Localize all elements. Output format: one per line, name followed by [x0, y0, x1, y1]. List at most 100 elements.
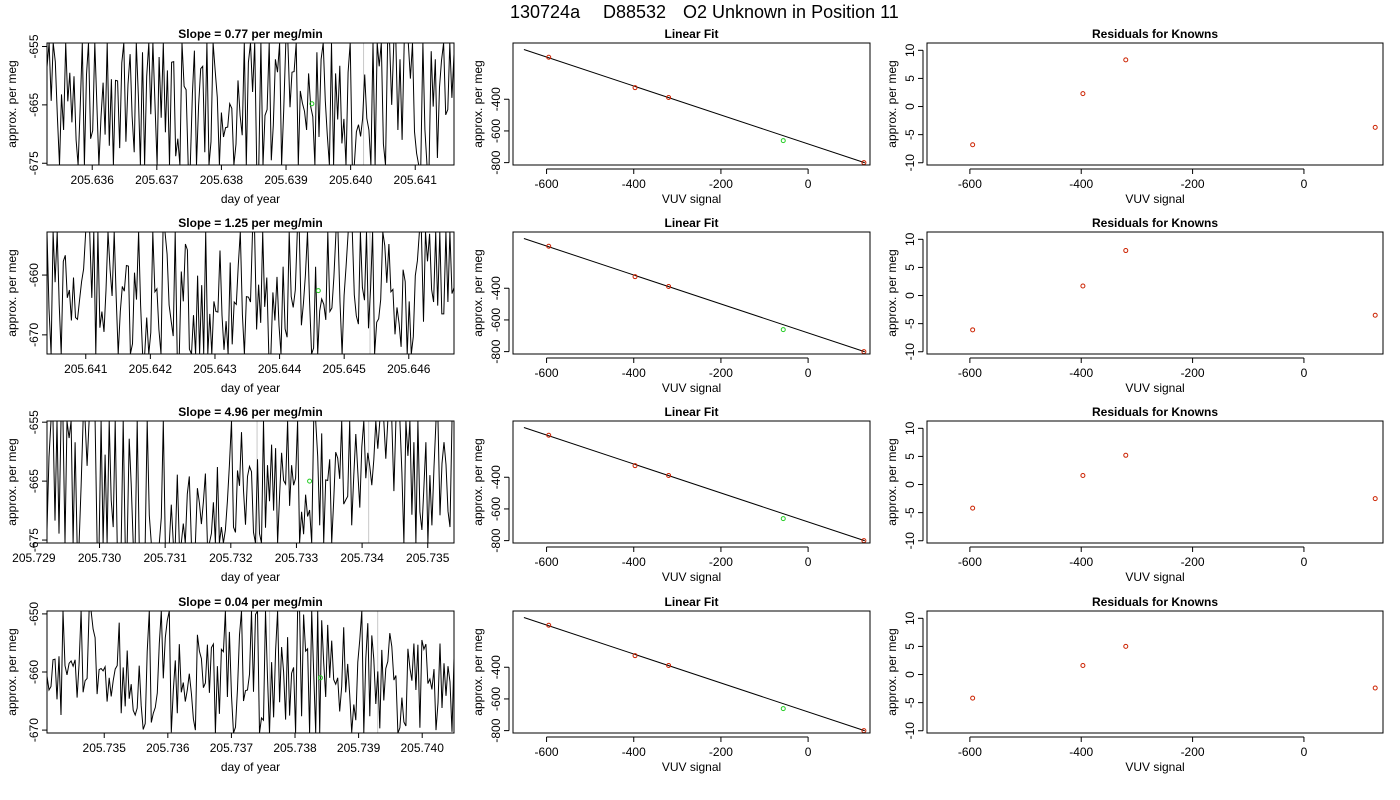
- data-trace: [47, 421, 454, 543]
- x-tick-label: 0: [1301, 177, 1308, 191]
- y-tick-label: -10: [903, 154, 917, 172]
- y-tick-label: -400: [489, 276, 503, 300]
- plot-area: [47, 232, 454, 354]
- x-tick-label: -400: [1069, 555, 1093, 569]
- y-tick-label: 10: [903, 232, 917, 246]
- plot-area: [523, 427, 867, 543]
- known-point: [1080, 283, 1086, 289]
- plot-area: [970, 57, 1378, 148]
- unknown-mean-point: [317, 675, 323, 681]
- unknown-point: [780, 327, 786, 333]
- unknown-point: [780, 706, 786, 712]
- figure-title: 130724a D88532 O2 Unknown in Position 11: [510, 2, 899, 22]
- plot-frame: [512, 231, 871, 355]
- known-point: [1123, 643, 1129, 649]
- y-axis-label: approx. per meg: [885, 249, 899, 336]
- x-tick-label: 205.740: [401, 741, 445, 755]
- x-tick-label: 205.735: [406, 551, 450, 565]
- y-tick-label: -5: [903, 697, 917, 708]
- y-axis-label: approx. per meg: [471, 60, 485, 147]
- y-tick-label: -800: [489, 150, 503, 174]
- panel-title: Slope = 0.04 per meg/min: [178, 595, 322, 609]
- x-tick-label: -200: [1181, 366, 1205, 380]
- unknown-mean-point: [315, 288, 321, 294]
- plot-frame: [512, 610, 871, 734]
- x-tick-label: -600: [535, 555, 559, 569]
- x-tick-label: 205.639: [264, 173, 308, 187]
- x-tick-label: -200: [709, 745, 733, 759]
- y-tick-label: -10: [903, 532, 917, 550]
- x-tick-label: -600: [958, 555, 982, 569]
- x-tick-label: -400: [1069, 366, 1093, 380]
- plot-frame: [512, 42, 871, 166]
- x-axis-label: VUV signal: [662, 192, 721, 206]
- x-tick-label: 205.640: [329, 173, 373, 187]
- y-tick-label: -650: [27, 602, 41, 626]
- x-tick-label: -200: [1181, 555, 1205, 569]
- plot-area: [970, 452, 1378, 511]
- x-tick-label: 205.738: [273, 741, 317, 755]
- plot-area: [523, 49, 867, 165]
- y-axis-label: approx. per meg: [885, 628, 899, 715]
- x-axis-label: day of year: [221, 570, 280, 584]
- y-tick-label: -10: [903, 722, 917, 740]
- y-tick-label: 10: [903, 611, 917, 625]
- y-tick-label: -400: [489, 655, 503, 679]
- fit-line: [523, 49, 865, 164]
- x-tick-label: 205.737: [210, 741, 254, 755]
- x-axis-label: VUV signal: [662, 760, 721, 774]
- known-point: [632, 653, 638, 659]
- panel-r1-c1: Slope = 0.77 per meg/min 205.636 205.637 20…: [5, 27, 455, 206]
- x-tick-label: 0: [805, 177, 812, 191]
- known-point: [970, 327, 976, 333]
- data-trace: [47, 43, 454, 165]
- x-tick-label: 205.739: [337, 741, 381, 755]
- known-point: [970, 505, 976, 511]
- known-point: [666, 284, 672, 290]
- y-axis-label: approx. per meg: [5, 60, 19, 147]
- known-point: [1123, 248, 1129, 254]
- known-point: [1372, 685, 1378, 691]
- x-tick-label: -200: [709, 555, 733, 569]
- panel-r1-c2: Linear Fit -600 -400 -200 0 VUV signal -800 -60…: [471, 27, 871, 206]
- known-point: [546, 243, 552, 249]
- y-tick-label: -10: [903, 343, 917, 361]
- plot-area: [523, 617, 867, 733]
- data-trace: [47, 232, 454, 354]
- unknown-mean-point: [309, 101, 315, 107]
- plot-area: [970, 248, 1378, 333]
- y-axis-label: approx. per meg: [885, 60, 899, 147]
- x-tick-label: 205.644: [258, 362, 302, 376]
- x-tick-label: -400: [622, 555, 646, 569]
- unknown-point: [780, 138, 786, 144]
- fit-line: [523, 238, 865, 353]
- known-point: [632, 463, 638, 469]
- x-axis-label: day of year: [221, 381, 280, 395]
- x-tick-label: 0: [1301, 745, 1308, 759]
- x-axis-label: VUV signal: [1125, 192, 1184, 206]
- unknown-mean-point: [307, 478, 313, 484]
- known-point: [546, 54, 552, 60]
- panel-r3-c3: Residuals for Knowns -600 -400 -200 0 VUV sig…: [885, 405, 1384, 584]
- y-tick-label: -600: [489, 308, 503, 332]
- y-tick-label: 0: [903, 481, 917, 488]
- known-point: [1372, 312, 1378, 318]
- y-tick-label: -600: [489, 497, 503, 521]
- y-tick-label: 5: [903, 453, 917, 460]
- x-axis-label: VUV signal: [662, 570, 721, 584]
- y-tick-label: -670: [27, 718, 41, 742]
- y-tick-label: -675: [27, 151, 41, 175]
- y-tick-label: -655: [27, 410, 41, 434]
- known-point: [632, 274, 638, 280]
- x-tick-label: -200: [709, 366, 733, 380]
- known-point: [666, 473, 672, 479]
- x-tick-label: 205.645: [322, 362, 366, 376]
- y-tick-label: -5: [903, 318, 917, 329]
- x-tick-label: 0: [805, 366, 812, 380]
- plot-frame: [926, 231, 1384, 355]
- title-description: O2 Unknown in Position 11: [683, 2, 899, 22]
- y-tick-label: -600: [489, 687, 503, 711]
- x-tick-label: -200: [1181, 745, 1205, 759]
- x-axis-label: VUV signal: [1125, 760, 1184, 774]
